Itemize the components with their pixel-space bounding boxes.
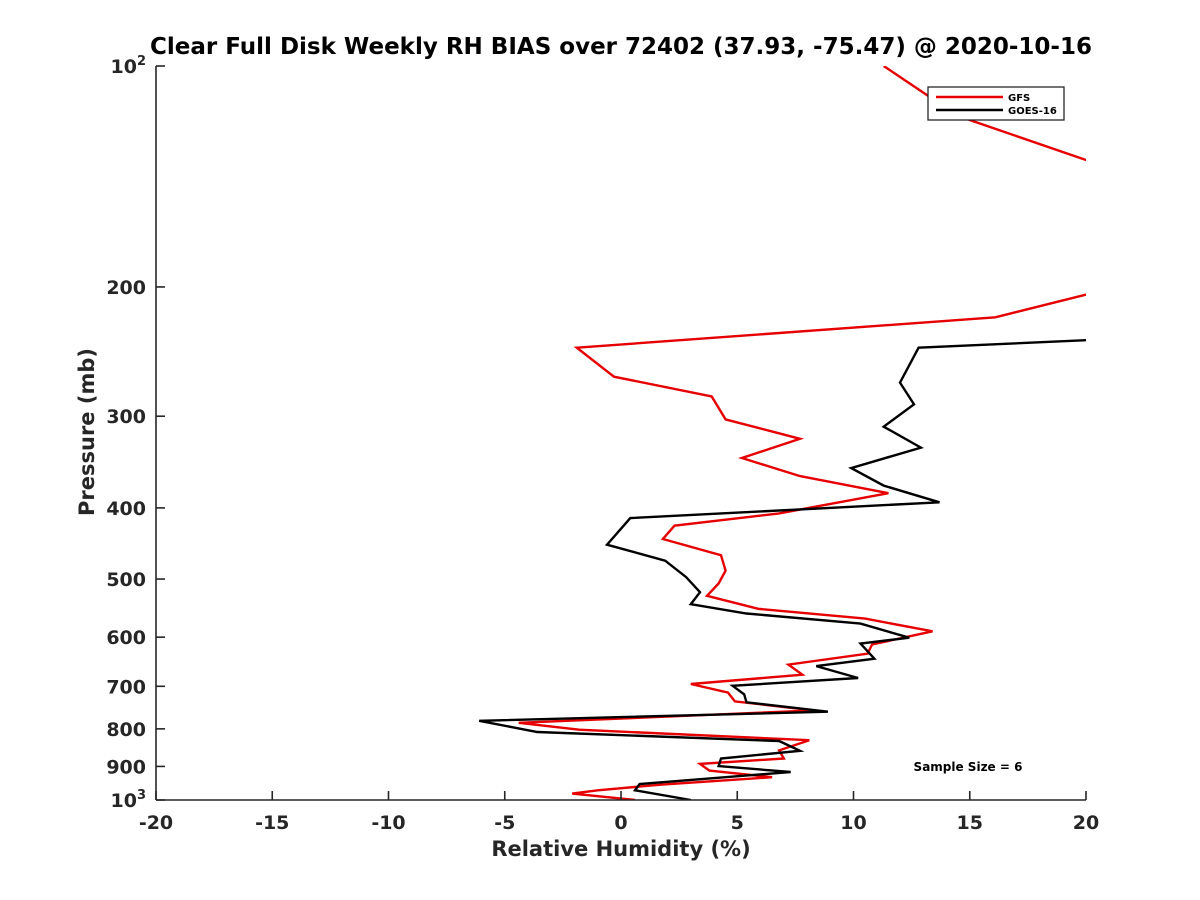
- series-line-goes-16: [478, 339, 1086, 800]
- y-tick-label: 700: [106, 676, 146, 698]
- x-axis-label: Relative Humidity (%): [491, 837, 750, 861]
- y-tick-label: 103: [111, 788, 147, 812]
- x-tick-label: 10: [840, 812, 866, 834]
- y-tick-label: 800: [106, 719, 146, 741]
- x-ticks: -20 -15 -10 -5 0 5 10 15 20: [139, 791, 1099, 834]
- y-tick-label: 200: [106, 277, 146, 299]
- x-tick-label: -10: [371, 812, 405, 834]
- y-ticks: 102 200 300 400 500 600 700 800 900 103: [106, 54, 165, 812]
- y-tick-label: 600: [106, 627, 146, 649]
- y-tick-label: 900: [106, 756, 146, 778]
- x-tick-label: 15: [957, 812, 983, 834]
- y-tick-label: 102: [111, 54, 147, 78]
- y-axis-label: Pressure (mb): [75, 348, 99, 516]
- y-tick-label: 500: [106, 569, 146, 591]
- x-tick-label: 5: [731, 812, 744, 834]
- y-tick-label: 400: [106, 498, 146, 520]
- x-tick-label: -15: [255, 812, 289, 834]
- x-tick-label: -20: [139, 812, 173, 834]
- legend: GFS GOES-16: [927, 86, 1065, 121]
- y-tick-label: 300: [106, 406, 146, 428]
- legend-label: GOES-16: [1008, 106, 1057, 117]
- x-tick-label: 20: [1073, 812, 1099, 834]
- legend-label: GFS: [1008, 93, 1030, 104]
- plot-lines: [478, 66, 1086, 800]
- sample-size-annotation: Sample Size = 6: [914, 760, 1023, 774]
- legend-box: [927, 86, 1065, 121]
- chart-title: Clear Full Disk Weekly RH BIAS over 7240…: [150, 34, 1092, 60]
- x-tick-label: 0: [614, 812, 627, 834]
- x-tick-label: -5: [494, 812, 515, 834]
- series-line-gfs: [518, 66, 1086, 800]
